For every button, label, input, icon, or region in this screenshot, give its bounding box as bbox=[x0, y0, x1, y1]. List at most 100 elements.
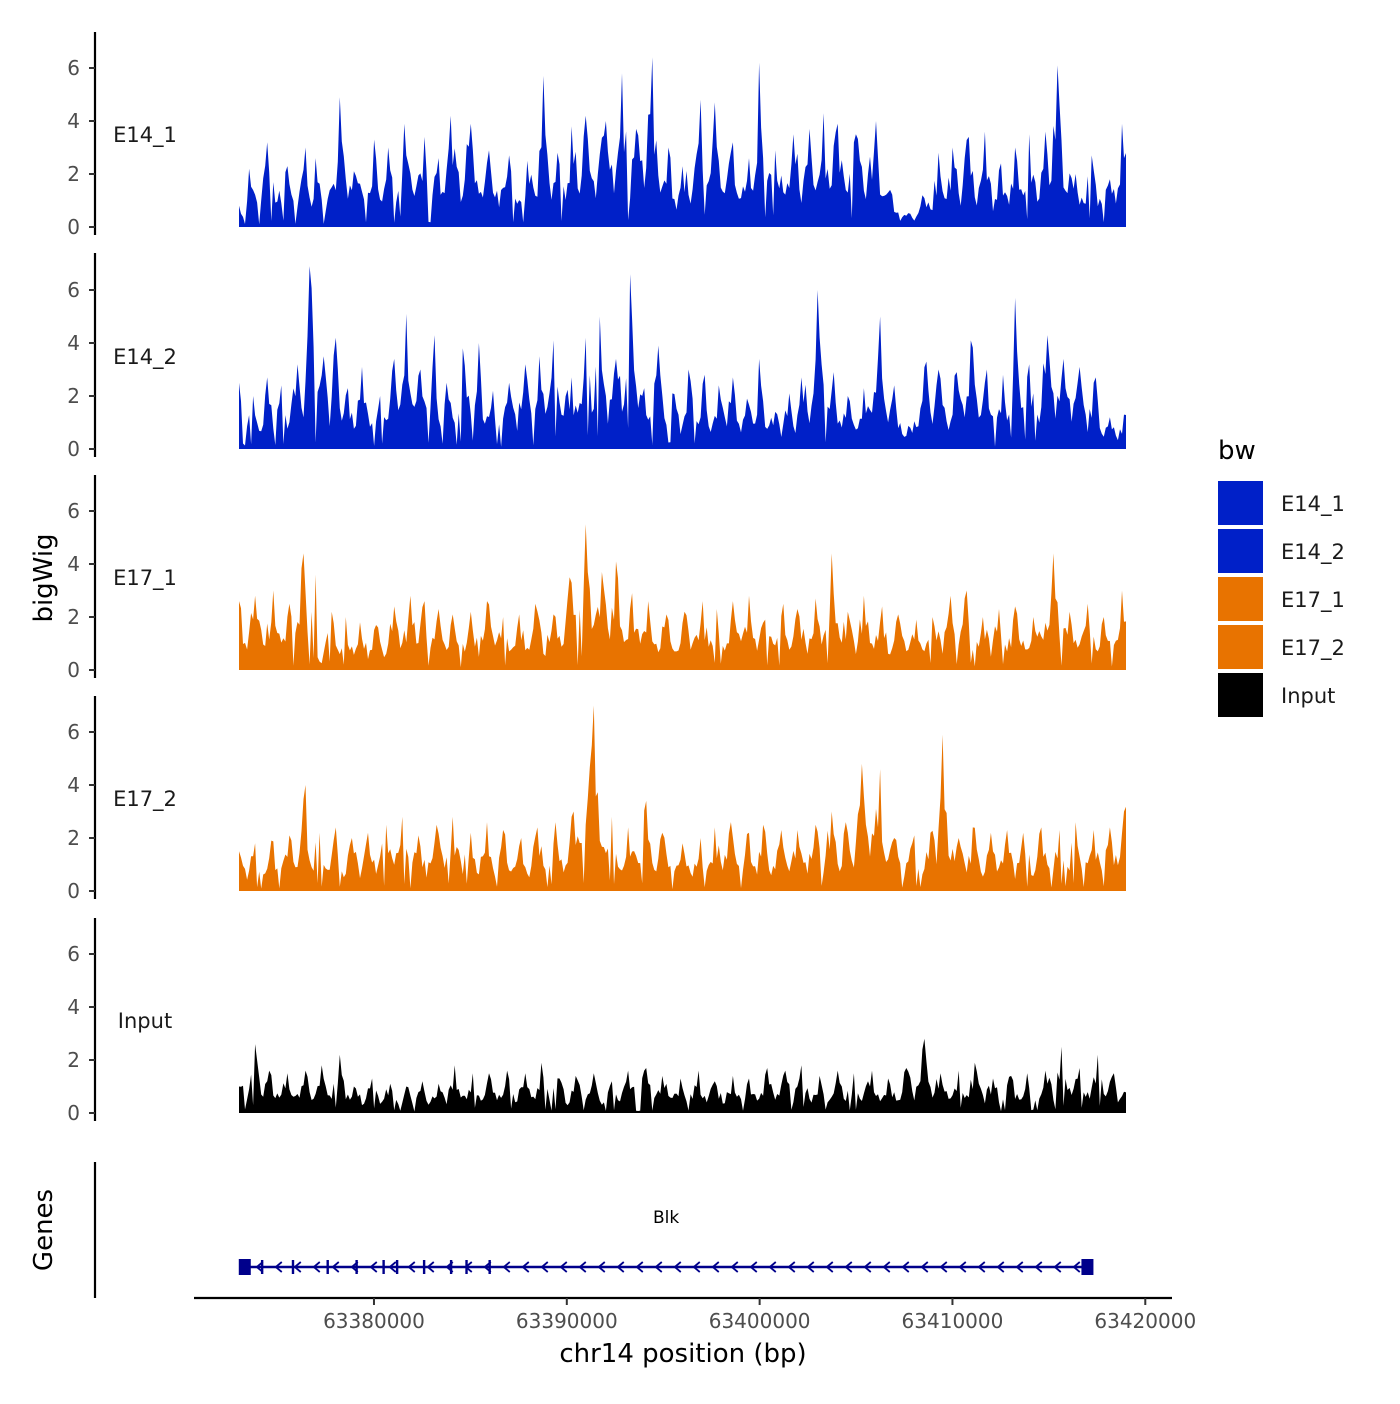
gene-exon bbox=[238, 1259, 251, 1275]
x-ticks: 63380000 63390000 63400000 63410000 63420000 bbox=[323, 1298, 1196, 1333]
legend-swatch bbox=[1218, 625, 1263, 669]
strand-arrow bbox=[768, 1261, 777, 1273]
gene-exon bbox=[355, 1260, 358, 1274]
x-tick-label: 63380000 bbox=[323, 1309, 425, 1333]
strand-arrow bbox=[787, 1261, 796, 1273]
y-tick-label: 2 bbox=[67, 162, 80, 186]
y-tick-label: 6 bbox=[67, 56, 80, 80]
gene-exon bbox=[382, 1260, 385, 1274]
strand-arrow bbox=[274, 1261, 283, 1273]
signal-area-e14-2 bbox=[239, 266, 1126, 449]
y-tick-label: 6 bbox=[67, 499, 80, 523]
strand-arrow bbox=[730, 1261, 739, 1273]
strand-arrow bbox=[844, 1261, 853, 1273]
signal-area-e17-2 bbox=[239, 705, 1126, 891]
strand-arrow bbox=[901, 1261, 910, 1273]
legend-label: E14_1 bbox=[1281, 492, 1345, 517]
strand-arrow bbox=[464, 1261, 473, 1273]
strand-arrow bbox=[369, 1261, 378, 1273]
x-axis: 63380000 63390000 63400000 63410000 63420000… bbox=[194, 1296, 1196, 1369]
y-tick-label: 2 bbox=[67, 384, 80, 408]
legend-swatch bbox=[1218, 529, 1263, 573]
track-e14-1: 0 2 4 6 E14_1 bbox=[67, 32, 1126, 239]
strand-arrow bbox=[958, 1261, 967, 1273]
strand-arrow bbox=[825, 1261, 834, 1273]
x-tick-label: 63410000 bbox=[902, 1309, 1004, 1333]
gene-exon bbox=[1081, 1259, 1094, 1275]
gene-label: Blk bbox=[653, 1208, 679, 1228]
y-tick-label: 6 bbox=[67, 942, 80, 966]
y-tick-label: 2 bbox=[67, 1048, 80, 1072]
strand-arrow bbox=[806, 1261, 815, 1273]
strand-arrow bbox=[407, 1261, 416, 1273]
track-label: E14_2 bbox=[113, 345, 177, 370]
strand-arrow bbox=[445, 1261, 454, 1273]
y-tick-label: 0 bbox=[67, 1101, 80, 1125]
track-label: Input bbox=[118, 1009, 172, 1033]
strand-arrow bbox=[312, 1261, 321, 1273]
strand-arrow bbox=[1072, 1261, 1081, 1273]
track-label: E14_1 bbox=[113, 123, 177, 148]
x-tick-label: 63390000 bbox=[516, 1309, 618, 1333]
y-tick-label: 4 bbox=[67, 109, 80, 133]
track-e17-2: 0 2 4 6 E17_2 bbox=[67, 696, 1126, 903]
gene-exon bbox=[260, 1260, 264, 1274]
strand-arrow bbox=[616, 1261, 625, 1273]
y-axis-title: bigWig bbox=[29, 533, 59, 622]
strand-arrow bbox=[502, 1261, 511, 1273]
y-tick-label: 4 bbox=[67, 552, 80, 576]
strand-arrow bbox=[654, 1261, 663, 1273]
gene-exon bbox=[291, 1260, 295, 1274]
legend-title: bw bbox=[1218, 436, 1256, 466]
strand-arrow bbox=[331, 1261, 340, 1273]
signal-tracks: 0 2 4 6 E14_1 0 2 4 6 E14_2 0 2 4 6 E17_1 0 2 4 6 E17_2 0 2 4 6… bbox=[67, 32, 1126, 1125]
strand-arrow bbox=[597, 1261, 606, 1273]
signal-area-input bbox=[239, 1038, 1126, 1113]
strand-arrow bbox=[692, 1261, 701, 1273]
y-tick-label: 0 bbox=[67, 215, 80, 239]
strand-arrow bbox=[882, 1261, 891, 1273]
strand-arrow bbox=[521, 1261, 530, 1273]
legend: bw E14_1 E14_2 E17_1 E17_2 Input bbox=[1218, 436, 1345, 717]
strand-arrow bbox=[1015, 1261, 1024, 1273]
strand-arrow bbox=[293, 1261, 302, 1273]
strand-arrow bbox=[255, 1261, 264, 1273]
y-tick-label: 4 bbox=[67, 995, 80, 1019]
track-input: 0 2 4 6 Input bbox=[67, 918, 1126, 1125]
strand-arrow bbox=[635, 1261, 644, 1273]
y-tick-label: 4 bbox=[67, 331, 80, 355]
strand-arrow bbox=[388, 1261, 397, 1273]
strand-arrow bbox=[426, 1261, 435, 1273]
y-tick-label: 0 bbox=[67, 437, 80, 461]
legend-swatch bbox=[1218, 577, 1263, 621]
strand-arrow bbox=[673, 1261, 682, 1273]
strand-arrow bbox=[977, 1261, 986, 1273]
gene-exon bbox=[422, 1260, 426, 1274]
legend-label: E17_1 bbox=[1281, 588, 1345, 613]
strand-arrow bbox=[996, 1261, 1005, 1273]
legend-items: E14_1 E14_2 E17_1 E17_2 Input bbox=[1218, 481, 1345, 717]
legend-swatch bbox=[1218, 673, 1263, 717]
gene-items: Blk bbox=[238, 1208, 1094, 1275]
strand-arrow bbox=[1034, 1261, 1043, 1273]
track-label: E17_1 bbox=[113, 566, 177, 591]
y-tick-label: 4 bbox=[67, 773, 80, 797]
strand-arrow bbox=[939, 1261, 948, 1273]
track-e14-2: 0 2 4 6 E14_2 bbox=[67, 253, 1126, 461]
genes-axis-title: Genes bbox=[29, 1189, 59, 1271]
strand-arrow bbox=[540, 1261, 549, 1273]
x-tick-label: 63420000 bbox=[1094, 1309, 1196, 1333]
gene-exon bbox=[449, 1260, 453, 1274]
gene-exon bbox=[488, 1260, 491, 1274]
strand-arrow bbox=[483, 1261, 492, 1273]
strand-arrow bbox=[749, 1261, 758, 1273]
y-axis-title-group: bigWig bbox=[29, 533, 59, 622]
gene-exon bbox=[326, 1260, 329, 1274]
x-axis-title: chr14 position (bp) bbox=[559, 1339, 806, 1369]
strand-arrow bbox=[863, 1261, 872, 1273]
gene-exon bbox=[395, 1260, 399, 1274]
legend-swatch bbox=[1218, 481, 1263, 525]
legend-label: Input bbox=[1281, 684, 1335, 708]
y-tick-label: 6 bbox=[67, 720, 80, 744]
strand-arrow bbox=[920, 1261, 929, 1273]
